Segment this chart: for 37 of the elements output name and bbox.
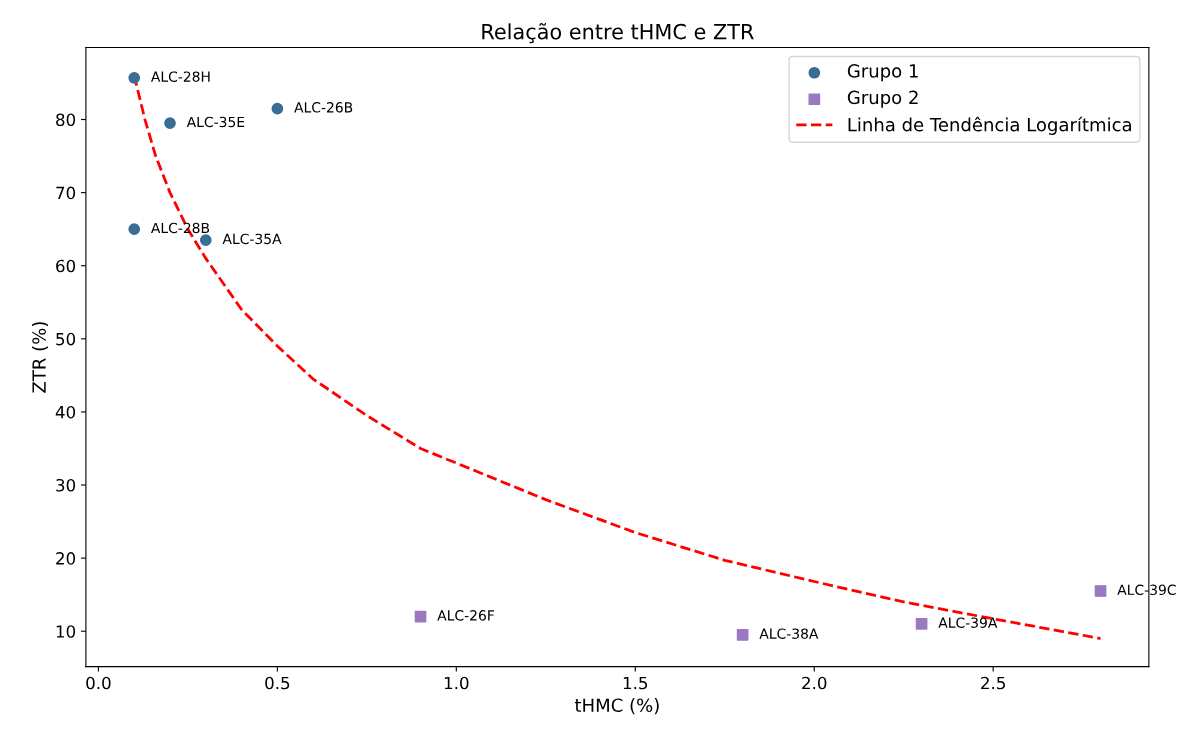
y-tick-label: 70 xyxy=(56,186,76,200)
x-tick-label: 1.0 xyxy=(444,676,469,690)
chart-title: Relação entre tHMC e ZTR xyxy=(482,23,754,44)
x-tick-label: 0.0 xyxy=(86,676,111,690)
annotation: ALC-26B xyxy=(294,102,353,113)
legend-label: Linha de Tendência Logarítmica xyxy=(848,116,1131,135)
y-tick-label: 40 xyxy=(55,405,76,419)
annotation: ALC-28H xyxy=(150,71,210,82)
annotation: ALC-35A xyxy=(222,233,282,245)
y-tick-label: 50 xyxy=(56,332,76,346)
x-tick-label: 0.5 xyxy=(265,676,290,690)
y-tick-label: 20 xyxy=(56,552,76,565)
point xyxy=(736,629,749,641)
y-tick-label: 80 xyxy=(56,113,76,127)
annotation: ALC-26F xyxy=(437,610,494,621)
x-tick-label: 1.5 xyxy=(623,676,648,690)
point xyxy=(128,223,141,236)
x-tick-label: 2.0 xyxy=(802,676,827,690)
legend-label: Grupo 2 xyxy=(847,90,918,108)
y-tick-label: 60 xyxy=(56,259,76,273)
point xyxy=(915,618,928,630)
annotation: ALC-35E xyxy=(186,116,245,128)
point xyxy=(128,72,141,84)
annotation: ALC-38A xyxy=(759,628,819,639)
y-axis-title: ZTR (%) xyxy=(31,322,49,393)
y-tick-label: 10 xyxy=(56,625,76,638)
annotation: ALC-39A xyxy=(938,617,998,628)
legend-label: Grupo 1 xyxy=(847,64,918,82)
annotation: ALC-28B xyxy=(150,222,210,234)
point xyxy=(414,610,427,623)
x-tick-label: 2.5 xyxy=(981,676,1005,690)
point xyxy=(1094,585,1107,597)
x-axis-title: tHMC (%) xyxy=(574,698,659,715)
y-tick-label: 30 xyxy=(56,478,76,492)
point xyxy=(199,234,212,246)
point xyxy=(271,102,284,115)
point xyxy=(164,117,176,130)
